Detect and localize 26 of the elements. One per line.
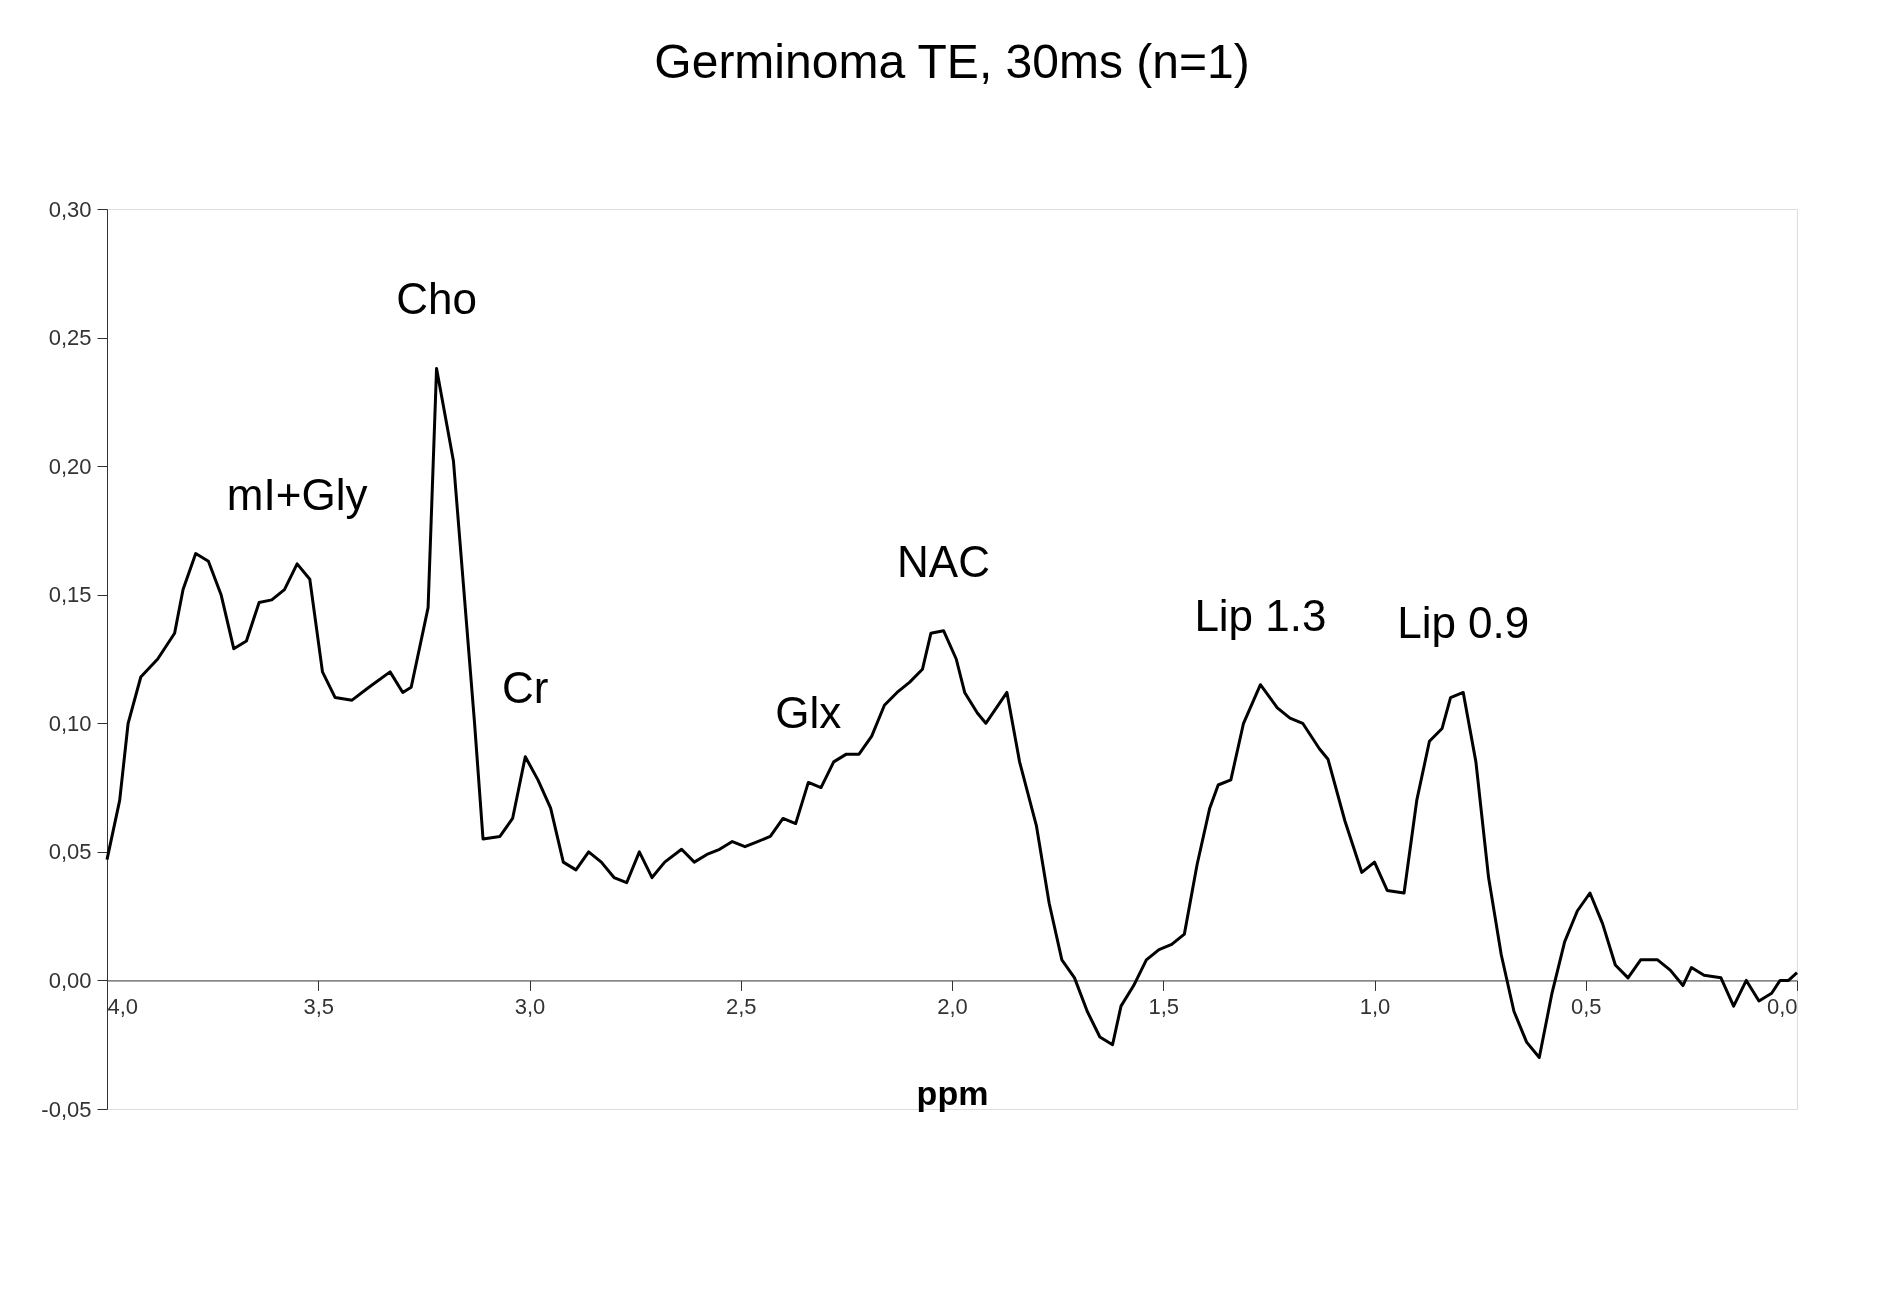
x-tick-label: 3,5 xyxy=(303,993,335,1019)
chart-title: Germinoma TE, 30ms (n=1) xyxy=(654,35,1250,88)
annotation: Lip 0.9 xyxy=(1397,598,1530,648)
x-tick-label: 2,0 xyxy=(937,993,968,1019)
x-tick-label: 1,5 xyxy=(1148,993,1180,1019)
x-tick-label: 1,0 xyxy=(1359,993,1391,1019)
y-tick-label: 0,20 xyxy=(48,453,92,479)
y-tick-label: 0,10 xyxy=(48,710,92,736)
x-tick-label: 4,0 xyxy=(107,993,139,1019)
annotation: Cr xyxy=(502,662,549,712)
y-tick-label: -0,05 xyxy=(41,1096,92,1122)
annotation: NAC xyxy=(897,536,990,586)
y-tick-label: 0,30 xyxy=(48,196,92,222)
x-axis-title: ppm xyxy=(916,1073,989,1112)
annotation: Lip 1.3 xyxy=(1194,590,1327,640)
annotation: mI+Gly xyxy=(226,469,368,519)
annotation: Cho xyxy=(396,274,477,324)
y-tick-label: 0,15 xyxy=(48,582,92,608)
x-tick-label: 0,0 xyxy=(1766,993,1798,1019)
annotation: Glx xyxy=(775,688,842,738)
x-tick-label: 3,0 xyxy=(514,993,546,1019)
x-tick-label: 2,5 xyxy=(725,993,757,1019)
x-tick-label: 0,5 xyxy=(1570,993,1602,1019)
y-tick-label: 0,25 xyxy=(48,325,92,351)
y-tick-label: 0,05 xyxy=(48,839,92,865)
y-tick-label: 0,00 xyxy=(48,967,92,993)
